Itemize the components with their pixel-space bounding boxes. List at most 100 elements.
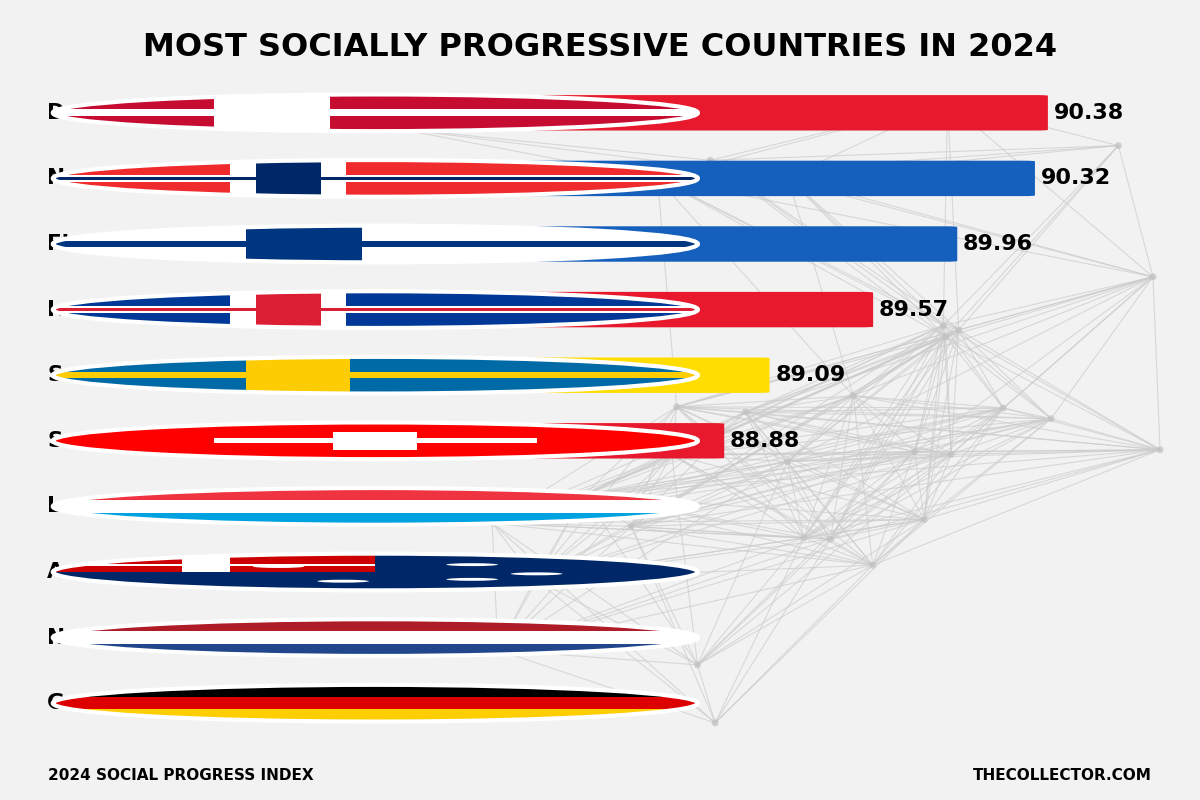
Text: 88.88: 88.88: [730, 430, 800, 450]
Point: [662, 448, 682, 461]
Point: [1042, 412, 1061, 425]
Circle shape: [53, 554, 698, 590]
FancyBboxPatch shape: [53, 372, 698, 378]
Circle shape: [53, 226, 698, 262]
FancyBboxPatch shape: [364, 161, 1034, 196]
Text: Denmark: Denmark: [47, 102, 156, 122]
FancyBboxPatch shape: [53, 500, 698, 513]
Text: Finland: Finland: [47, 234, 137, 254]
FancyBboxPatch shape: [53, 685, 698, 697]
Point: [706, 717, 725, 730]
Point: [994, 402, 1013, 414]
FancyBboxPatch shape: [364, 358, 769, 393]
FancyBboxPatch shape: [53, 306, 698, 313]
FancyBboxPatch shape: [230, 291, 347, 328]
Text: Australia: Australia: [47, 562, 156, 582]
Text: MOST SOCIALLY PROGRESSIVE COUNTRIES IN 2024: MOST SOCIALLY PROGRESSIVE COUNTRIES IN 2…: [143, 33, 1057, 63]
FancyBboxPatch shape: [230, 160, 347, 197]
FancyBboxPatch shape: [53, 619, 698, 631]
Point: [1144, 270, 1163, 283]
FancyBboxPatch shape: [53, 564, 376, 566]
Point: [1151, 443, 1170, 456]
Text: THECOLLECTOR.COM: THECOLLECTOR.COM: [973, 769, 1152, 783]
Point: [942, 448, 961, 461]
FancyBboxPatch shape: [364, 292, 874, 327]
FancyBboxPatch shape: [334, 432, 418, 450]
Circle shape: [53, 685, 698, 722]
Circle shape: [53, 160, 698, 197]
Point: [386, 122, 406, 134]
Text: Norway: Norway: [47, 168, 138, 188]
FancyBboxPatch shape: [53, 308, 698, 311]
FancyBboxPatch shape: [246, 226, 362, 262]
Circle shape: [53, 357, 698, 394]
Text: Germany: Germany: [47, 693, 156, 714]
FancyBboxPatch shape: [256, 160, 320, 197]
Text: 90.32: 90.32: [1040, 168, 1111, 188]
Text: 89.57: 89.57: [878, 300, 949, 319]
FancyBboxPatch shape: [364, 686, 457, 721]
Point: [934, 319, 953, 332]
Text: 2024 SOCIAL PROGRESS INDEX: 2024 SOCIAL PROGRESS INDEX: [48, 769, 313, 783]
Point: [863, 558, 882, 571]
FancyBboxPatch shape: [53, 175, 698, 182]
Circle shape: [53, 291, 698, 328]
Point: [736, 406, 755, 418]
FancyBboxPatch shape: [53, 241, 698, 247]
Text: Switzerland: Switzerland: [47, 430, 190, 450]
Point: [1109, 139, 1128, 152]
Text: Iceland: Iceland: [47, 300, 134, 319]
Text: 89.96: 89.96: [964, 234, 1033, 254]
Circle shape: [253, 565, 305, 568]
Point: [688, 658, 707, 671]
FancyBboxPatch shape: [182, 554, 230, 572]
Point: [482, 517, 502, 530]
Point: [701, 154, 720, 166]
FancyBboxPatch shape: [53, 177, 698, 180]
Text: Netherlands: Netherlands: [47, 627, 196, 648]
FancyBboxPatch shape: [53, 644, 698, 656]
Circle shape: [53, 422, 698, 459]
Circle shape: [511, 572, 563, 575]
Point: [488, 644, 508, 657]
FancyBboxPatch shape: [214, 94, 330, 131]
FancyBboxPatch shape: [53, 513, 698, 525]
FancyBboxPatch shape: [53, 631, 698, 644]
Point: [794, 531, 814, 544]
Text: 87.86: 87.86: [510, 496, 581, 517]
Point: [844, 390, 863, 402]
Point: [778, 455, 797, 468]
Text: Sweden: Sweden: [47, 365, 142, 385]
FancyBboxPatch shape: [364, 423, 725, 458]
Circle shape: [446, 563, 498, 566]
Point: [936, 330, 955, 343]
Circle shape: [53, 94, 698, 131]
Text: 89.09: 89.09: [775, 365, 846, 385]
Text: 90.38: 90.38: [1054, 102, 1124, 122]
Point: [526, 573, 545, 586]
Text: Luxembourg: Luxembourg: [47, 496, 198, 517]
Point: [914, 513, 934, 526]
Circle shape: [446, 578, 498, 581]
Circle shape: [53, 619, 698, 656]
Point: [575, 489, 594, 502]
Point: [949, 323, 968, 336]
Circle shape: [317, 580, 368, 582]
Point: [938, 96, 958, 109]
FancyBboxPatch shape: [364, 554, 485, 590]
Point: [667, 401, 686, 414]
FancyBboxPatch shape: [256, 291, 320, 328]
FancyBboxPatch shape: [53, 488, 698, 500]
FancyBboxPatch shape: [53, 697, 698, 710]
Text: 87.77: 87.77: [491, 562, 560, 582]
Point: [821, 533, 840, 546]
Point: [648, 172, 667, 185]
Text: 87.64: 87.64: [462, 693, 533, 714]
FancyBboxPatch shape: [246, 357, 349, 394]
FancyBboxPatch shape: [364, 620, 476, 655]
FancyBboxPatch shape: [53, 710, 698, 722]
Text: 87.73: 87.73: [482, 627, 552, 648]
FancyBboxPatch shape: [364, 489, 504, 524]
FancyBboxPatch shape: [53, 110, 698, 116]
Point: [905, 445, 924, 458]
